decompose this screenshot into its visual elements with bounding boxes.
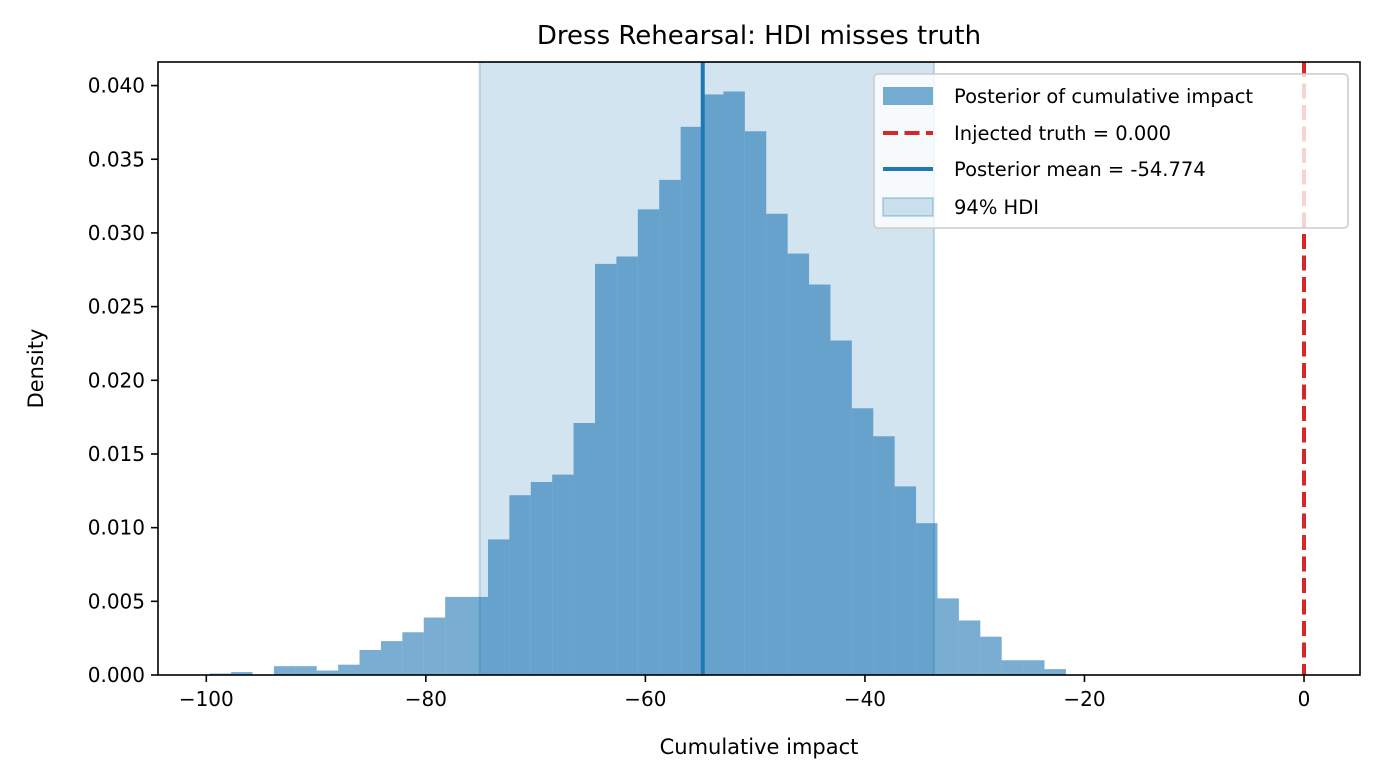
histogram-bar [809, 284, 831, 675]
histogram-bar [744, 131, 767, 675]
x-tick-label: −20 [1063, 687, 1105, 711]
histogram-bar [273, 666, 296, 675]
x-tick-label: −60 [624, 687, 666, 711]
legend-item-truth: Injected truth = 0.000 [954, 122, 1171, 145]
x-tick-label: 0 [1298, 687, 1311, 711]
histogram-bar [1044, 669, 1066, 675]
legend-item-mean: Posterior mean = -54.774 [954, 158, 1206, 181]
y-tick-label: 0.015 [88, 442, 145, 466]
y-tick-label: 0.030 [88, 221, 145, 245]
histogram-bar [958, 620, 981, 675]
histogram-bar [487, 539, 510, 675]
x-tick-label: −100 [179, 687, 234, 711]
histogram-bar [380, 641, 403, 675]
histogram-bar [766, 213, 788, 675]
plot-content [209, 62, 1307, 675]
y-tick-label: 0.010 [88, 516, 145, 540]
histogram-bar [338, 664, 360, 675]
histogram-bar [509, 495, 531, 675]
histogram-bar [894, 486, 917, 675]
y-tick-label: 0.035 [88, 147, 145, 171]
plot-area [209, 62, 1307, 675]
histogram-bar [402, 632, 424, 675]
histogram-bar [231, 672, 253, 675]
legend-item-posterior: Posterior of cumulative impact [954, 85, 1253, 108]
histogram-bar [873, 436, 895, 675]
chart-title: Dress Rehearsal: HDI misses truth [537, 21, 981, 51]
histogram-bar [851, 408, 874, 675]
histogram-bar [316, 670, 339, 675]
histogram-bar [787, 253, 810, 675]
legend-box [873, 73, 1349, 229]
histogram-bar [680, 126, 703, 675]
histogram-bar [916, 523, 938, 675]
y-tick-label: 0.040 [88, 74, 145, 98]
histogram-bar [595, 263, 617, 675]
histogram-bar [552, 474, 574, 675]
histogram-bar [445, 596, 467, 675]
axes: −100 −80 −60 −40 −20 0 0.000 0.005 0.010 0.015 0.0… [88, 61, 1361, 711]
legend: Posterior of cumulative impact Injected t… [873, 73, 1349, 229]
histogram-bar [723, 91, 745, 675]
y-tick-label: 0.000 [88, 663, 145, 687]
histogram-bar [702, 94, 724, 675]
histogram-bar [1023, 660, 1045, 675]
histogram-bar [937, 598, 959, 675]
histogram-bar [423, 617, 446, 675]
legend-swatch-posterior [883, 87, 933, 105]
histogram-bar [573, 423, 596, 675]
axes-frame [157, 61, 1361, 676]
y-axis-label: Density [24, 329, 48, 409]
y-tick-label: 0.020 [88, 368, 145, 392]
histogram-bar [980, 636, 1002, 675]
histogram-bar [1001, 660, 1024, 675]
histogram-bar [830, 340, 852, 675]
histogram-bar [616, 256, 638, 675]
histogram-bar [466, 596, 488, 675]
histogram-bar [659, 179, 681, 675]
histogram-bar [359, 649, 381, 675]
histogram-bar [295, 666, 317, 675]
y-tick-label: 0.005 [88, 589, 145, 613]
histogram-bar [530, 481, 553, 675]
legend-item-hdi: 94% HDI [954, 196, 1039, 219]
x-tick-label: −80 [405, 687, 447, 711]
y-tick-label: 0.025 [88, 295, 145, 319]
x-axis-label: Cumulative impact [660, 735, 859, 759]
legend-swatch-hdi [882, 197, 934, 217]
histogram-bar [637, 209, 660, 675]
x-tick-label: −40 [844, 687, 886, 711]
